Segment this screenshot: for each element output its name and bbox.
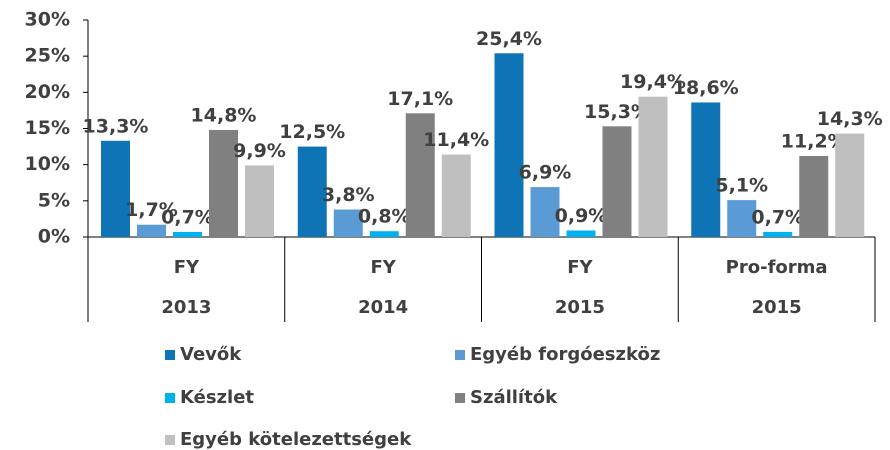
bar [530, 187, 560, 237]
value-label: 9,9% [233, 140, 286, 162]
bar [799, 155, 829, 237]
value-label: 14,3% [817, 108, 883, 130]
legend-swatch [165, 350, 175, 360]
legend-label: Egyéb forgóeszköz [470, 344, 660, 365]
category-label: 2013 [161, 297, 211, 318]
y-tick-label: 15% [25, 117, 70, 139]
bar [369, 231, 399, 237]
bar [137, 224, 166, 237]
bar [173, 231, 202, 237]
legend-swatch [455, 350, 465, 360]
bar [566, 230, 596, 237]
y-tick-label: 10% [25, 153, 70, 175]
category-label: 2015 [555, 297, 605, 318]
value-label: 6,9% [519, 162, 572, 184]
legend-label: Készlet [180, 387, 254, 408]
y-tick-label: 30% [25, 9, 70, 31]
legend-label: Vevők [180, 344, 242, 365]
bar [638, 96, 668, 237]
value-label: 17,1% [387, 88, 453, 110]
value-label: 0,7% [161, 206, 214, 228]
legend-swatch [165, 393, 175, 403]
category-label: FY [174, 257, 200, 278]
bar [727, 200, 757, 237]
value-label: 12,5% [279, 121, 345, 143]
value-label: 0,7% [751, 206, 804, 228]
value-label: 5,1% [715, 175, 768, 197]
bar [297, 146, 327, 237]
legend-swatch [165, 435, 175, 445]
category-label: 2015 [752, 297, 802, 318]
value-label: 11,4% [423, 129, 489, 151]
bar [494, 53, 524, 238]
bar [101, 140, 130, 237]
category-label: Pro-forma [726, 257, 828, 278]
bar [405, 113, 435, 237]
category-label: FY [567, 257, 593, 278]
legend-label: Szállítók [470, 387, 558, 408]
value-label: 3,8% [322, 184, 375, 206]
value-label: 0,9% [555, 205, 608, 227]
category-label: 2014 [358, 297, 408, 318]
value-label: 15,3% [584, 101, 650, 123]
legend-label: Egyéb kötelezettségek [180, 429, 412, 450]
bar [691, 102, 721, 238]
bar [763, 231, 793, 237]
value-label: 14,8% [191, 104, 257, 126]
category-label: FY [370, 257, 396, 278]
legend-swatch [455, 393, 465, 403]
y-tick-label: 25% [25, 45, 70, 67]
bar [835, 133, 865, 237]
bar [602, 126, 632, 237]
bar [209, 129, 238, 237]
value-label: 18,6% [673, 77, 739, 99]
y-tick-label: 20% [25, 81, 70, 103]
value-label: 19,4% [620, 71, 686, 93]
value-label: 25,4% [476, 28, 542, 50]
y-tick-label: 5% [38, 189, 70, 211]
value-label: 11,2% [781, 130, 847, 152]
bar [333, 209, 363, 237]
bar [245, 165, 274, 237]
bar [441, 154, 471, 237]
value-label: 1,7% [125, 199, 178, 221]
value-label: 0,8% [358, 206, 411, 228]
value-label: 13,3% [83, 115, 149, 137]
y-tick-label: 0% [38, 226, 70, 248]
